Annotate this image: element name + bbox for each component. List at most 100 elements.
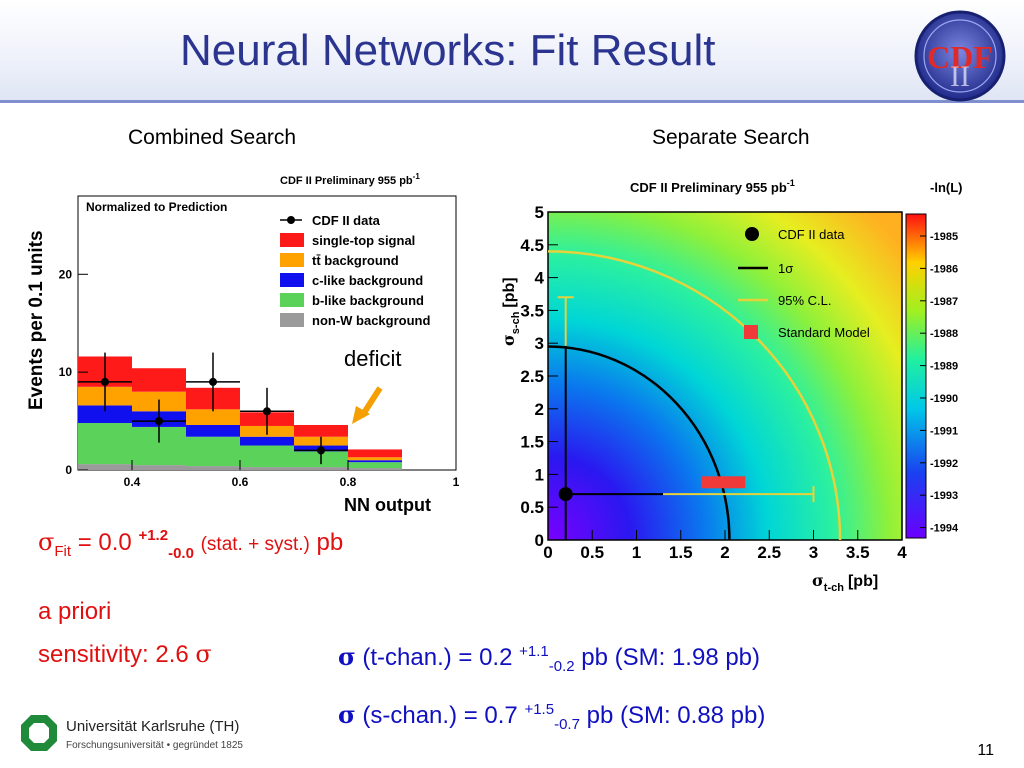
bar-segment xyxy=(78,423,132,465)
colorbar-tick-label: -1991 xyxy=(930,425,958,437)
likelihood-heatmap xyxy=(548,212,902,540)
fit-result: σFit = 0.0 +1.2-0.0 (stat. + syst.) pb xyxy=(38,527,344,562)
x-tick-label: 1 xyxy=(453,475,460,489)
x-tick-label: 0.8 xyxy=(340,475,357,489)
y-tick-label: 0 xyxy=(535,531,544,550)
legend-label: CDF II data xyxy=(312,213,381,228)
slide-title: Neural Networks: Fit Result xyxy=(180,26,716,75)
colorbar-tick-label: -1994 xyxy=(930,523,959,535)
legend-data-marker xyxy=(745,227,759,241)
legend-label: c-like background xyxy=(312,273,423,288)
legend-label: b-like background xyxy=(312,293,424,308)
legend-label: single-top signal xyxy=(312,233,415,248)
bar-segment xyxy=(186,409,240,425)
y-tick-label: 20 xyxy=(59,267,73,281)
legend-label: 1σ xyxy=(778,261,793,276)
bar-segment xyxy=(78,464,132,470)
separate-search-plot: CDF II Preliminary 955 pb-1 -ln(L) -1985… xyxy=(499,178,962,594)
inset-label: Normalized to Prediction xyxy=(86,200,227,214)
y-tick-label: 2.5 xyxy=(520,367,544,386)
right-plot-caption: Separate Search xyxy=(652,126,810,149)
x-tick-label: 2.5 xyxy=(757,543,781,562)
bar-segment xyxy=(240,445,294,468)
standard-model-marker xyxy=(701,476,746,489)
sigma-symbol: σ xyxy=(38,528,55,556)
legend-label: Standard Model xyxy=(778,325,870,340)
bar-segment xyxy=(186,424,240,437)
legend-swatch xyxy=(280,313,304,327)
left-plot-caption: Combined Search xyxy=(128,126,297,149)
left-plot-ylabel: Events per 0.1 units xyxy=(26,230,47,410)
y-tick-label: 10 xyxy=(59,365,73,379)
bar-segment xyxy=(240,436,294,446)
combined-search-plot: CDF II Preliminary 955 pb-1 20 10 0 0.4 0.6 0… xyxy=(26,172,460,515)
t-channel-result: σ (t-chan.) = 0.2 +1.1-0.2 pb (SM: 1.98 … xyxy=(338,642,761,675)
university-name: Universität Karlsruhe (TH) xyxy=(66,718,240,735)
logo-text: CDF xyxy=(927,39,993,75)
x-tick-label: 0.4 xyxy=(124,475,141,489)
legend-swatch xyxy=(280,293,304,307)
deficit-arrow xyxy=(352,386,383,424)
legend-label: CDF II data xyxy=(778,227,845,242)
x-tick-label: 4 xyxy=(897,543,907,562)
y-tick-label: 0.5 xyxy=(520,498,544,517)
colorbar-tick-label: -1992 xyxy=(930,458,958,470)
header-band xyxy=(0,0,1024,100)
page-number: 11 xyxy=(977,742,994,759)
s-channel-result: σ (s-chan.) = 0.7 +1.5-0.7 pb (SM: 0.88 … xyxy=(338,700,766,733)
data-point xyxy=(209,377,217,386)
right-plot-xlabel: σt-ch [pb] xyxy=(812,571,878,594)
legend-label: non-W background xyxy=(312,313,430,328)
y-tick-label: 1 xyxy=(535,465,544,484)
y-tick-label: 1.5 xyxy=(520,433,544,452)
data-point xyxy=(558,487,573,502)
data-point xyxy=(155,417,163,426)
y-tick-label: 4.5 xyxy=(520,236,544,255)
header-rule xyxy=(0,100,1024,103)
apriori-line1: a priori xyxy=(38,598,112,625)
y-tick-label: 3 xyxy=(535,334,544,353)
legend-swatch xyxy=(280,273,304,287)
bar-segment xyxy=(186,436,240,467)
university-subtitle: Forschungsuniversität • gegründet 1825 xyxy=(66,740,243,751)
legend-label: 95% C.L. xyxy=(778,293,831,308)
colorbar-tick-label: -1989 xyxy=(930,361,958,373)
colorbar-tick-label: -1985 xyxy=(930,231,958,243)
colorbar-tick-label: -1986 xyxy=(930,263,958,275)
y-tick-label: 0 xyxy=(65,463,72,477)
x-tick-label: 3 xyxy=(809,543,818,562)
data-point xyxy=(101,377,109,386)
right-plot-ylabel: σs-ch[pb] xyxy=(499,277,522,346)
legend-sm-marker xyxy=(744,325,758,339)
left-plot-header: CDF II Preliminary 955 pb-1 xyxy=(280,172,420,187)
x-tick-label: 1 xyxy=(632,543,641,562)
bar-segment xyxy=(186,466,240,470)
y-tick-label: 3.5 xyxy=(520,301,544,320)
colorbar-tick-label: -1987 xyxy=(930,296,958,308)
data-point xyxy=(263,407,271,416)
deficit-annotation: deficit xyxy=(344,346,401,371)
y-tick-label: 4 xyxy=(535,269,545,288)
y-tick-label: 5 xyxy=(535,203,544,222)
university-logo-icon xyxy=(21,715,57,751)
bar-segment xyxy=(240,467,294,470)
bar-segment xyxy=(348,462,402,469)
bar-segment xyxy=(348,460,402,463)
bar-segment xyxy=(294,424,348,437)
x-tick-label: 2 xyxy=(720,543,729,562)
data-point xyxy=(317,446,325,455)
apriori-line2: sensitivity: 2.6 σ xyxy=(38,640,212,668)
y-tick-label: 2 xyxy=(535,400,544,419)
bar-segment xyxy=(348,468,402,470)
legend-data-marker xyxy=(287,216,295,224)
legend-label: tt̄ background xyxy=(312,253,399,268)
colorbar-tick-label: -1988 xyxy=(930,328,958,340)
bar-segment xyxy=(348,449,402,458)
x-tick-label: 1.5 xyxy=(669,543,693,562)
colorbar-title: -ln(L) xyxy=(930,180,962,195)
bar-segment xyxy=(348,457,402,461)
legend-swatch xyxy=(280,233,304,247)
bar-segment xyxy=(132,368,186,392)
legend-swatch xyxy=(280,253,304,267)
bar-segment xyxy=(132,465,186,470)
